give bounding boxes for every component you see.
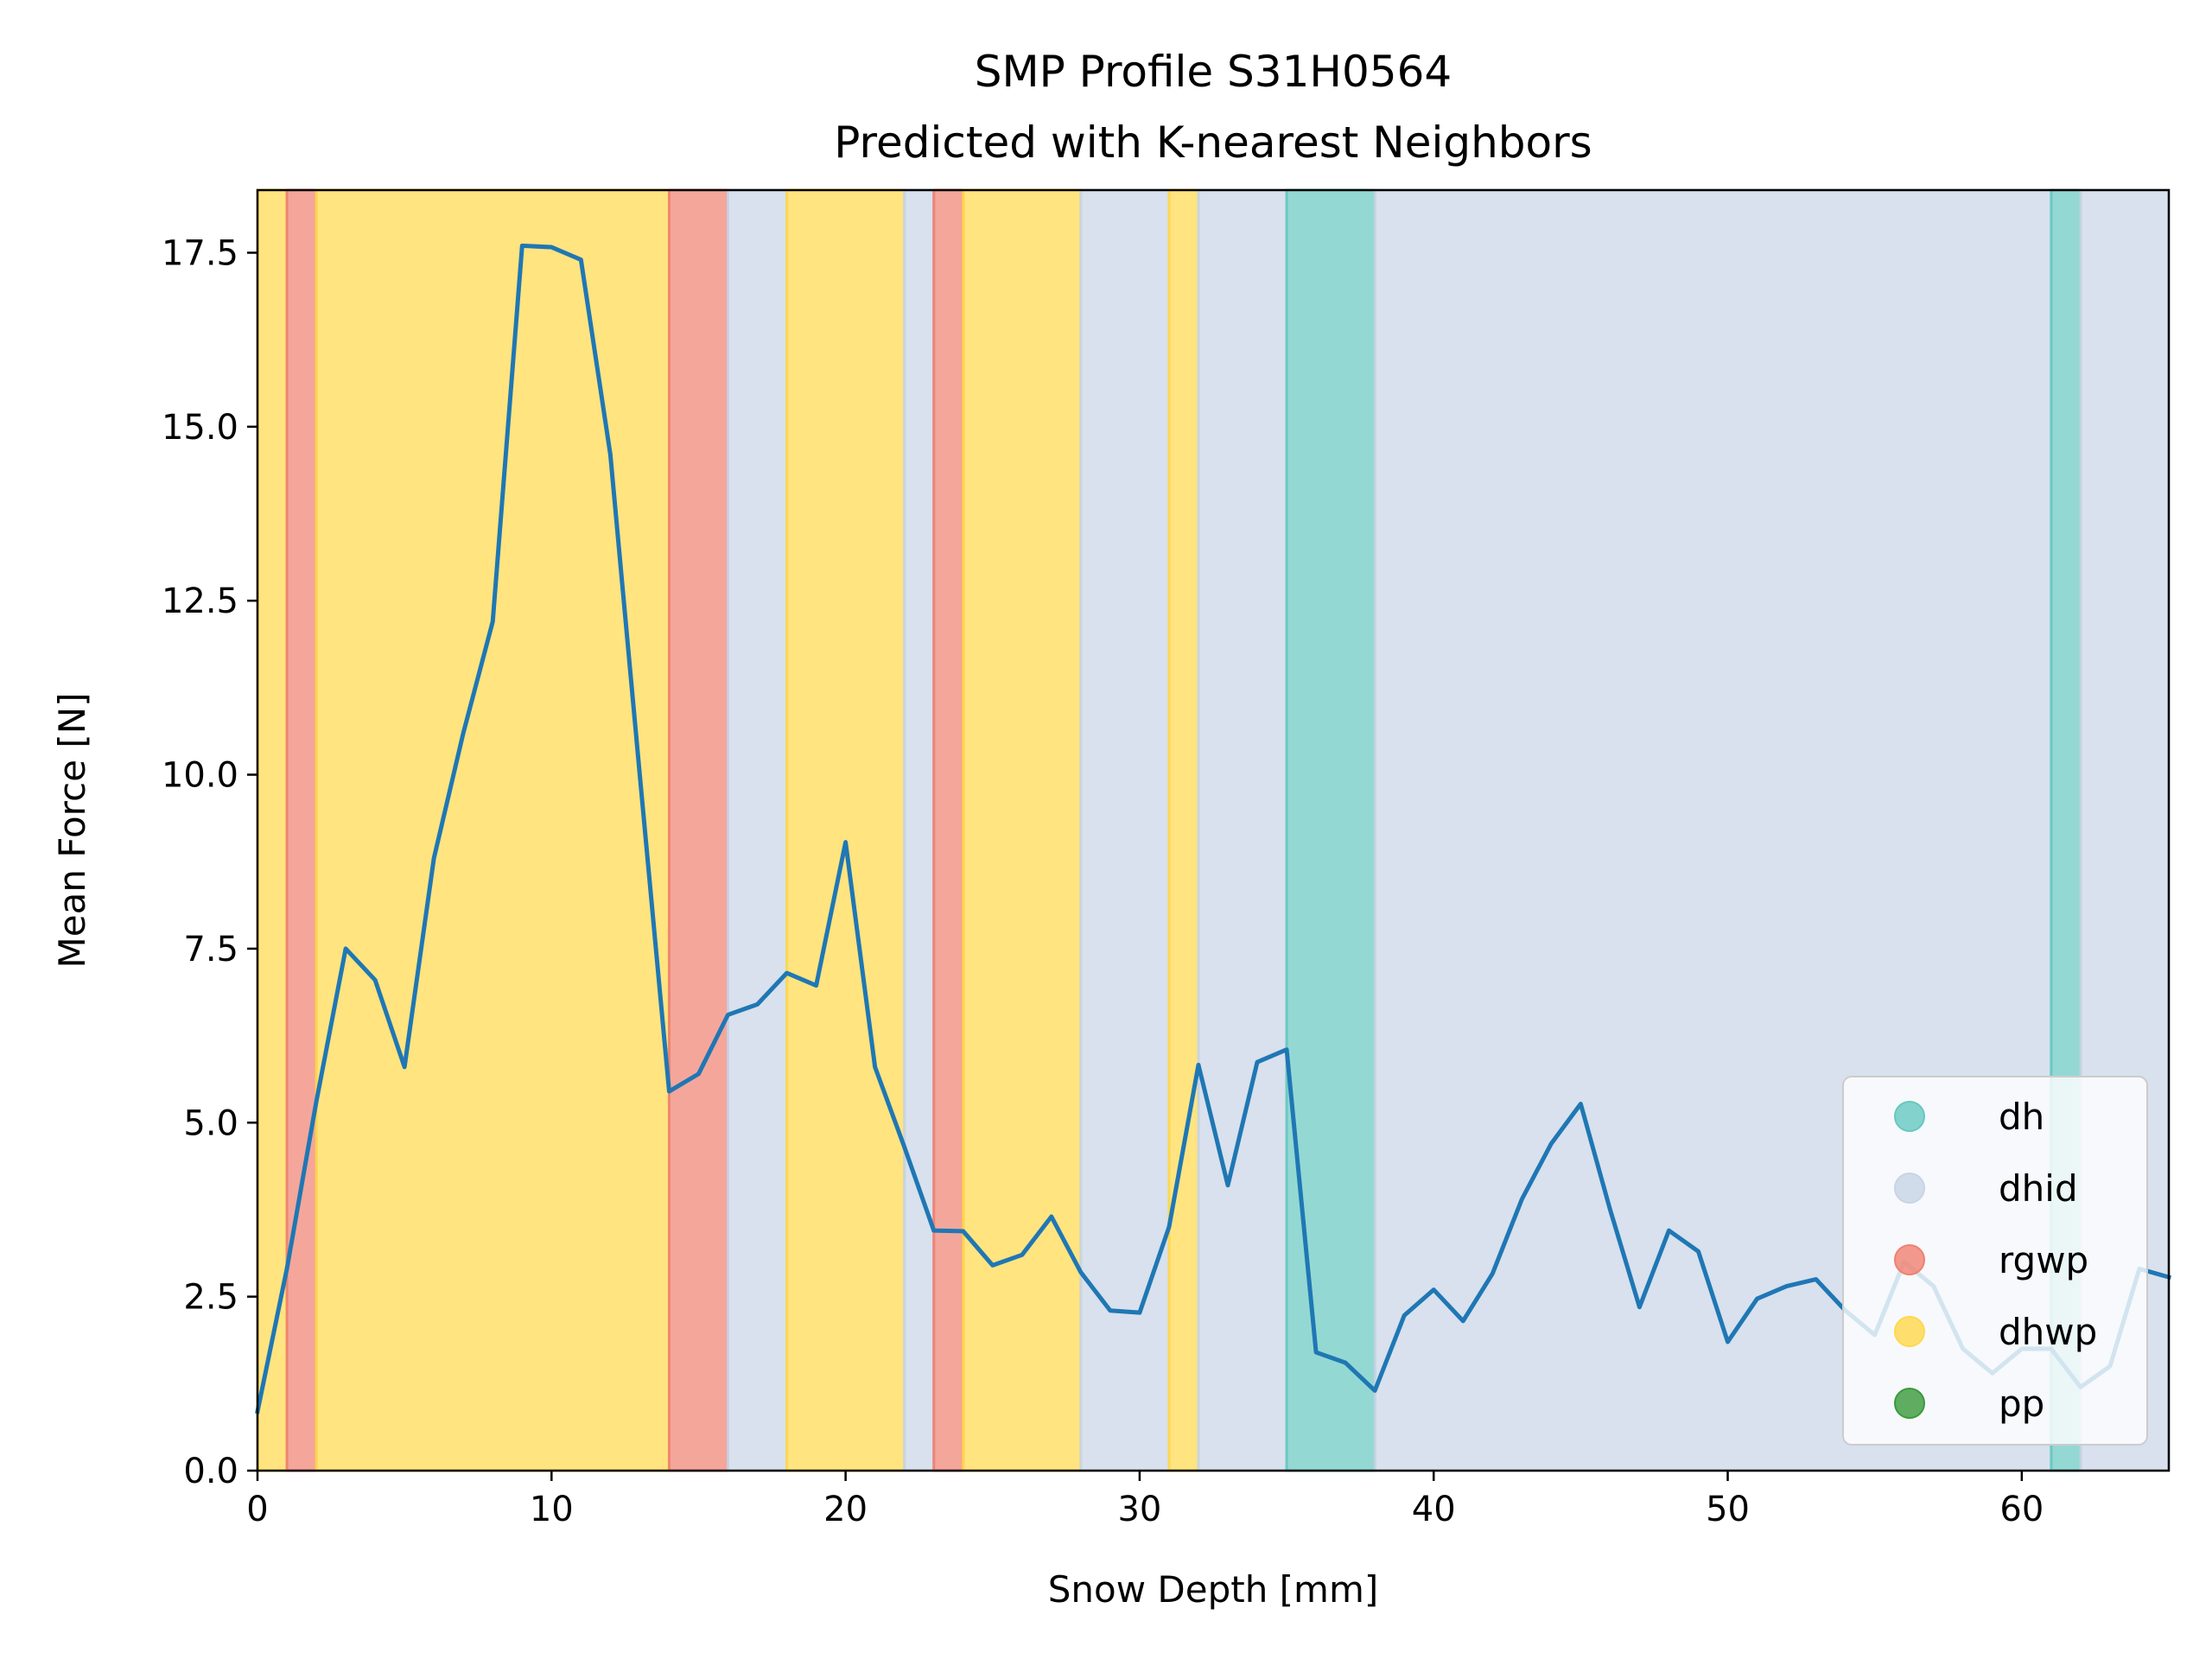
band-rgwp	[667, 188, 729, 1472]
legend-label-dhwp: dhwp	[1999, 1311, 2097, 1353]
x-tick-label: 20	[823, 1490, 868, 1529]
band-rgwp	[285, 188, 318, 1472]
x-tick-label: 30	[1117, 1490, 1161, 1529]
legend-box	[1842, 1076, 2148, 1446]
band-dhid	[1197, 188, 1288, 1472]
y-tick-label: 7.5	[183, 930, 238, 969]
band-dhwp	[256, 188, 289, 1472]
legend-marker-pp	[1894, 1388, 1925, 1419]
x-tick-label: 60	[1999, 1490, 2044, 1529]
class-bands	[256, 188, 2171, 1472]
band-dhwp	[1167, 188, 1200, 1472]
band-dhid	[903, 188, 936, 1472]
y-tick-label: 17.5	[162, 233, 238, 273]
legend-label-dhid: dhid	[1999, 1167, 2078, 1210]
chart-subtitle: Predicted with K-nearest Neighbors	[834, 118, 1592, 168]
y-axis-label: Mean Force [N]	[51, 693, 93, 969]
x-axis-ticks: 0 10 20 30 40 50 60	[246, 1471, 2044, 1529]
band-rgwp	[932, 188, 965, 1472]
band-dhid	[1079, 188, 1171, 1472]
legend-label-pp: pp	[1999, 1382, 2044, 1425]
legend: dh dhid rgwp dhwp pp	[1842, 1076, 2148, 1446]
legend-marker-dhid	[1894, 1173, 1925, 1204]
band-dhwp	[962, 188, 1083, 1472]
legend-marker-dh	[1894, 1101, 1925, 1132]
plot-frame	[256, 188, 2171, 1472]
x-axis-label: Snow Depth [mm]	[1048, 1568, 1379, 1611]
y-tick-label: 2.5	[183, 1278, 238, 1318]
band-dhid	[726, 188, 789, 1472]
x-tick-label: 40	[1412, 1490, 1456, 1529]
legend-entries: dh dhid rgwp dhwp pp	[1894, 1096, 2097, 1425]
y-tick-label: 15.0	[162, 408, 238, 448]
y-tick-label: 12.5	[162, 582, 238, 621]
y-tick-label: 0.0	[183, 1452, 238, 1491]
y-tick-label: 10.0	[162, 756, 238, 796]
x-tick-label: 0	[246, 1490, 268, 1529]
y-axis-ticks: 0.0 2.5 5.0 7.5 10.0 12.5 15.0 17.5	[162, 233, 257, 1491]
band-dh	[1285, 188, 1376, 1472]
legend-label-dh: dh	[1999, 1096, 2044, 1138]
x-tick-label: 50	[1706, 1490, 1750, 1529]
band-dhwp	[315, 188, 671, 1472]
x-tick-label: 10	[530, 1490, 574, 1529]
y-tick-label: 5.0	[183, 1103, 238, 1143]
chart-title: SMP Profile S31H0564	[975, 47, 1452, 97]
legend-marker-rgwp	[1894, 1244, 1925, 1275]
legend-marker-dhwp	[1894, 1316, 1925, 1347]
legend-label-rgwp: rgwp	[1999, 1239, 2088, 1281]
band-dhwp	[785, 188, 906, 1472]
